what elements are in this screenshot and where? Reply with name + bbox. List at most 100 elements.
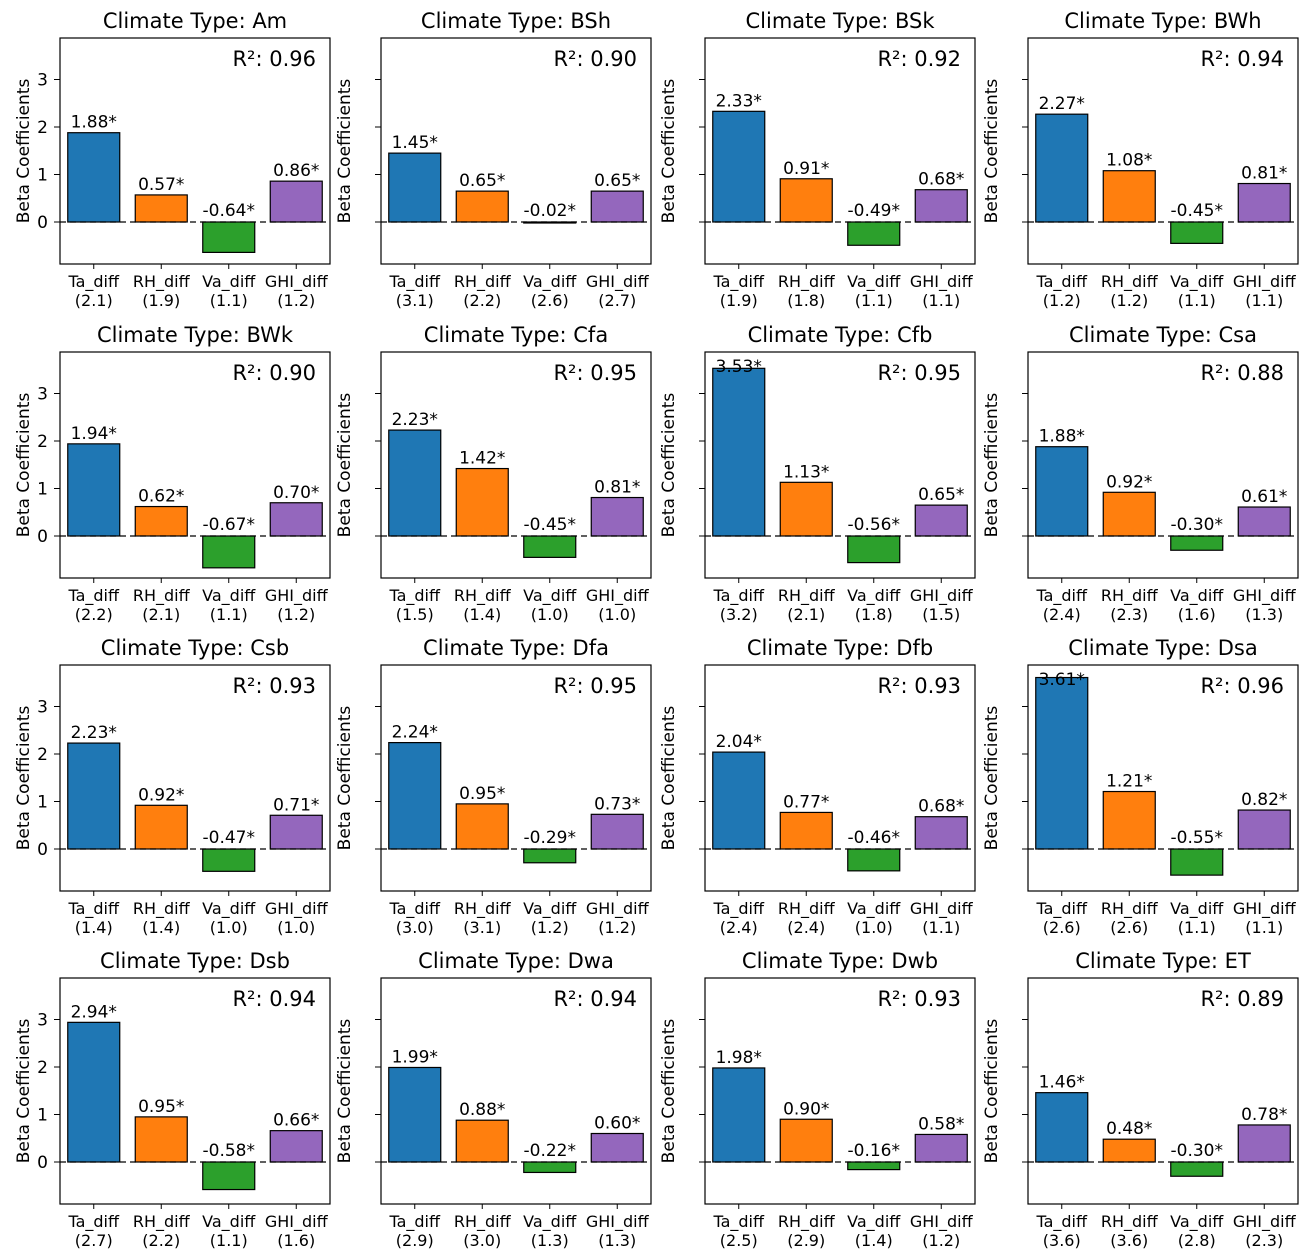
x-tick-sublabel: (1.2) [277,291,315,310]
value-label: -0.56* [848,515,901,535]
y-axis-label: Beta Coefficients [982,1019,1002,1164]
x-tick-label: Va_diff [202,272,256,292]
x-tick-label: Va_diff [847,586,901,606]
x-tick-sublabel: (1.1) [1245,291,1283,310]
y-axis-label: Beta Coefficients [14,79,34,224]
x-tick-sublabel: (1.0) [210,918,248,937]
bar-ta-diff [388,152,442,223]
x-tick-label: RH_diff [778,586,836,606]
r-squared-label: R²: 0.93 [232,674,316,698]
bar-rh-diff [455,190,509,223]
y-tick-label: 0 [37,840,48,860]
chart-panel: Climate Type: BSh Beta Coefficients 1.45* T… [335,9,652,310]
x-tick-label: GHI_diff [1233,1212,1297,1232]
value-label: 2.27* [1039,94,1085,114]
x-tick-label: RH_diff [778,272,836,292]
r-squared-label: R²: 0.94 [232,987,316,1011]
value-label: 2.04* [716,732,762,752]
chart-panel: Climate Type: Csa Beta Coefficients 1.88* T… [982,323,1299,624]
bar-ta-diff [388,429,442,537]
bar-va-diff [202,221,256,253]
r-squared-label: R²: 0.96 [232,47,316,71]
y-tick-label: 3 [37,71,48,91]
x-tick-sublabel: (1.1) [1178,291,1216,310]
value-label: 1.42* [459,449,505,469]
bar-va-diff [202,848,256,872]
x-tick-sublabel: (2.3) [1110,605,1148,624]
x-tick-label: Va_diff [847,899,901,919]
value-label: 0.65* [594,171,640,191]
x-tick-sublabel: (3.0) [396,918,434,937]
y-tick-label: 3 [37,698,48,718]
x-tick-label: GHI_diff [910,586,974,606]
value-label: 1.45* [392,133,438,153]
y-axis-label: Beta Coefficients [14,706,34,851]
x-tick-sublabel: (1.5) [922,605,960,624]
x-tick-sublabel: (2.2) [142,1231,180,1250]
bar-ta-diff [67,1021,121,1163]
x-tick-label: RH_diff [1101,272,1159,292]
x-tick-label: RH_diff [454,272,512,292]
bar-ghi-diff [914,1133,968,1163]
x-tick-sublabel: (1.3) [531,1231,569,1250]
panel-title: Climate Type: Dwa [418,949,614,973]
x-tick-sublabel: (1.1) [1245,918,1283,937]
r-squared-label: R²: 0.92 [877,47,961,71]
x-tick-label: RH_diff [454,586,512,606]
x-tick-label: GHI_diff [1233,586,1297,606]
value-label: 0.91* [783,159,829,179]
value-label: 0.48* [1106,1119,1152,1139]
bar-rh-diff [134,804,188,850]
x-tick-sublabel: (1.1) [210,605,248,624]
x-tick-label: GHI_diff [586,272,650,292]
value-label: 2.23* [71,723,117,743]
value-label: 0.68* [918,797,964,817]
x-tick-sublabel: (1.1) [922,918,960,937]
bar-ta-diff [67,742,121,850]
value-label: 0.61* [1241,487,1287,507]
x-tick-sublabel: (1.4) [75,918,113,937]
x-tick-sublabel: (2.5) [720,1231,758,1250]
x-tick-label: RH_diff [1101,586,1159,606]
value-label: 0.92* [1106,472,1152,492]
bar-rh-diff [779,481,833,537]
bar-ghi-diff [1237,506,1291,537]
y-tick-label: 0 [37,1153,48,1173]
y-tick-label: 3 [37,385,48,405]
x-tick-label: GHI_diff [265,586,329,606]
bar-va-diff [847,848,901,872]
value-label: 0.90* [783,1099,829,1119]
r-squared-label: R²: 0.90 [232,361,316,385]
x-tick-label: Ta_diff [1035,899,1088,919]
bar-rh-diff [779,178,833,223]
value-label: 2.24* [392,723,438,743]
x-tick-sublabel: (2.1) [142,605,180,624]
x-tick-label: Ta_diff [388,586,441,606]
x-tick-label: RH_diff [133,272,191,292]
value-label: -0.49* [848,201,901,221]
plot-frame [704,37,976,265]
value-label: 0.81* [1241,164,1287,184]
panel-title: Climate Type: Am [103,9,287,33]
value-label: 0.81* [594,478,640,498]
x-tick-label: RH_diff [133,586,191,606]
bar-va-diff [202,535,256,569]
plot-frame [704,664,976,892]
panel-title: Climate Type: BWk [97,323,294,347]
bar-ghi-diff [1237,809,1291,850]
bar-ghi-diff [1237,1124,1291,1163]
x-tick-label: GHI_diff [910,899,974,919]
x-tick-sublabel: (1.8) [855,605,893,624]
value-label: -0.22* [524,1141,577,1161]
chart-panel: Climate Type: Cfb Beta Coefficients 3.53* T… [659,323,976,624]
value-label: 1.08* [1106,151,1152,171]
x-tick-sublabel: (3.1) [396,291,434,310]
bar-rh-diff [134,1116,188,1163]
x-tick-sublabel: (2.3) [1245,1231,1283,1250]
x-tick-label: Va_diff [202,586,256,606]
y-axis-label: Beta Coefficients [982,79,1002,224]
value-label: 0.95* [459,784,505,804]
bar-ta-diff [1035,1092,1089,1163]
plot-frame [704,351,976,579]
value-label: 0.73* [594,794,640,814]
